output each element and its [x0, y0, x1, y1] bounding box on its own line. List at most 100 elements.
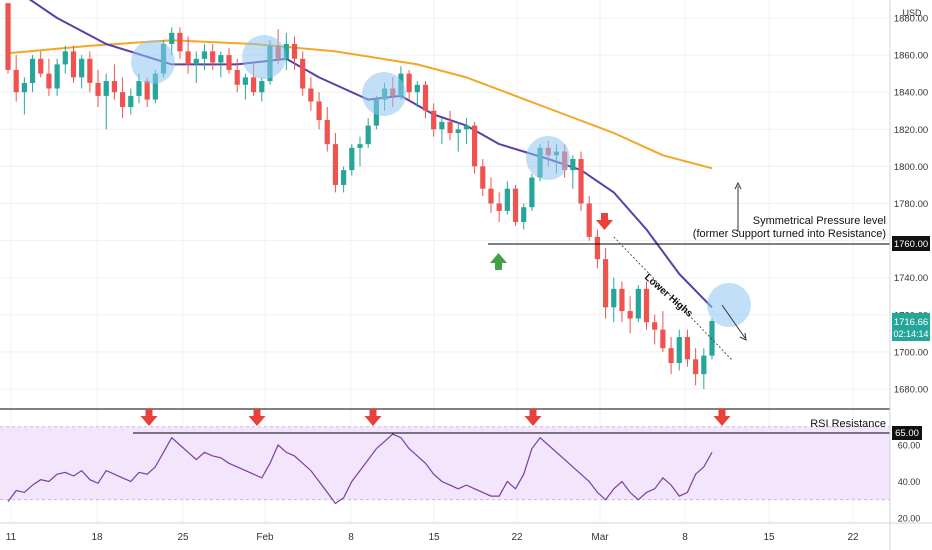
candle-body: [103, 81, 109, 96]
rsi-level-badge-bg: [892, 426, 922, 440]
candle-body: [578, 158, 584, 204]
candle-body: [701, 355, 707, 375]
time-tick-label: 18: [91, 532, 103, 543]
candle-body: [87, 58, 93, 83]
candle-body: [521, 207, 527, 223]
rsi-band: [0, 426, 890, 501]
candle-body: [709, 320, 715, 356]
candle-body: [488, 188, 494, 204]
candle-body: [668, 348, 674, 364]
price-tick-label: 1880.00: [894, 14, 928, 25]
down-arrow-resistance: [596, 213, 613, 230]
candle-body: [152, 73, 158, 100]
time-tick-label: Feb: [256, 532, 274, 543]
candle-body: [414, 84, 420, 93]
last-price-badge: 1716.66: [894, 317, 928, 328]
candle-body: [70, 51, 77, 78]
highlight-circle: [526, 136, 570, 180]
time-tick-label: 8: [682, 532, 688, 543]
highlight-circle: [707, 283, 751, 327]
price-tick-label: 1820.00: [894, 125, 928, 136]
time-tick-label: 25: [177, 532, 189, 543]
projection-arrowhead: [739, 332, 747, 341]
candle-body: [185, 51, 191, 65]
resistance-label-1: Symmetrical Pressure level: [753, 215, 886, 227]
candle-body: [406, 73, 412, 93]
rsi-line: [7, 433, 713, 505]
candle-body: [177, 32, 183, 52]
rsi-peak-arrow: [713, 409, 731, 426]
candle-body: [341, 170, 347, 185]
candle-body: [308, 88, 314, 102]
candle-body: [201, 51, 208, 59]
candle-body: [504, 188, 510, 211]
candle-body: [660, 329, 666, 349]
candle-body: [512, 188, 519, 223]
candle-body: [136, 81, 142, 96]
rsi-tick-label: 20.00: [898, 514, 921, 524]
candle-body: [283, 43, 289, 59]
candle-body: [529, 177, 535, 208]
candle-body: [635, 288, 641, 319]
candle-body: [54, 64, 60, 89]
candle-body: [21, 82, 27, 93]
candle-body: [144, 81, 150, 100]
rsi-peak-arrow: [140, 409, 158, 426]
candle-body: [357, 144, 363, 148]
rsi-tick-label: 60.00: [898, 441, 921, 451]
rsi-peak-arrow: [364, 409, 382, 426]
candle-body: [676, 337, 682, 364]
rsi-peak-arrow: [248, 409, 266, 426]
candle-body: [38, 58, 44, 74]
pressure-arrowhead: [734, 181, 742, 190]
candle-body: [365, 125, 371, 145]
candle-body: [332, 144, 339, 185]
candle-body: [496, 203, 502, 211]
lower-highs-trendline: [613, 236, 733, 361]
candle-body: [472, 125, 478, 167]
candle-body: [643, 288, 650, 323]
candle-body: [128, 95, 134, 108]
candle-body: [619, 288, 625, 312]
rsi-tick-label: 40.00: [898, 477, 921, 487]
highlight-circles: [131, 35, 751, 327]
candle-body: [463, 125, 470, 130]
time-tick-label: 11: [6, 532, 17, 543]
rsi-resistance-label: RSI Resistance: [810, 418, 886, 430]
time-tick-label: 8: [348, 532, 354, 543]
candle-body: [218, 55, 224, 63]
time-tick-label: 22: [847, 532, 859, 543]
rsi-tick-labels: 60.00 40.00 20.00: [898, 441, 921, 524]
rsi-level-badge: 65.00: [895, 428, 919, 439]
price-tick-label: 1800.00: [894, 162, 928, 173]
candle-body: [250, 77, 257, 93]
candle-body: [300, 58, 306, 89]
time-tick-label: 15: [763, 532, 775, 543]
candle-body: [586, 203, 592, 237]
candle-body: [291, 43, 298, 59]
annotations-layer: Symmetrical Pressure level (former Suppo…: [0, 181, 890, 434]
projection-arrow: [721, 304, 746, 339]
candle-body: [570, 158, 576, 171]
candle-body: [210, 51, 216, 63]
candle-body: [29, 58, 36, 83]
candle-body: [627, 311, 633, 319]
time-tick-label: 22: [511, 532, 523, 543]
price-tick-label: 1860.00: [894, 51, 928, 62]
candle-body: [455, 129, 461, 134]
resistance-badge-bg: [892, 236, 930, 251]
candle-body: [169, 32, 175, 44]
price-badges: 1760.00 1716.66 02:14:14 65.00: [892, 236, 930, 440]
price-tick-label: 1840.00: [894, 88, 928, 99]
candle-body: [439, 121, 445, 130]
candle-body: [5, 3, 11, 70]
price-tick-label: 1780.00: [894, 199, 928, 210]
candle-body: [684, 337, 691, 360]
resistance-badge: 1760.00: [894, 239, 928, 250]
rsi-band-fill: [0, 426, 890, 500]
price-tick-label: 1740.00: [894, 273, 928, 284]
price-tick-label: 1700.00: [894, 347, 928, 358]
candle-body: [652, 322, 658, 330]
rsi-peak-arrow: [524, 409, 542, 426]
